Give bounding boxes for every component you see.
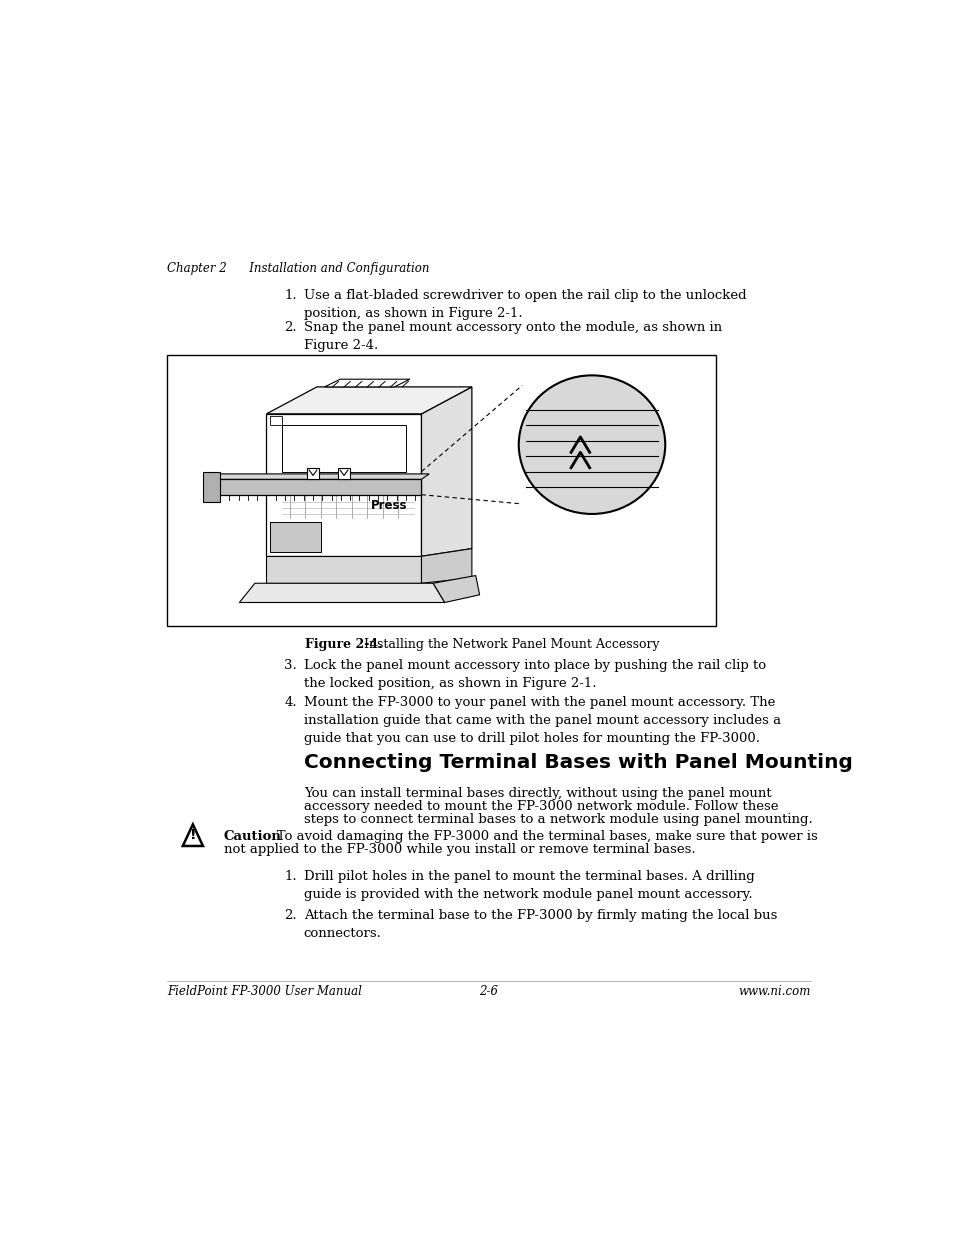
Text: Chapter 2      Installation and Configuration: Chapter 2 Installation and Configuration [167,262,430,275]
Text: Attach the terminal base to the FP-3000 by firmly mating the local bus
connector: Attach the terminal base to the FP-3000 … [303,909,777,940]
Text: !: ! [190,827,196,842]
Text: Snap the panel mount accessory onto the module, as shown in
Figure 2-4.: Snap the panel mount accessory onto the … [303,321,721,352]
Polygon shape [212,479,421,495]
Text: 2.: 2. [284,909,296,923]
Polygon shape [421,387,472,556]
Polygon shape [282,425,406,472]
Polygon shape [183,825,203,846]
Polygon shape [433,576,479,603]
Text: accessory needed to mount the FP-3000 network module. Follow these: accessory needed to mount the FP-3000 ne… [303,800,778,814]
Polygon shape [266,556,421,583]
FancyBboxPatch shape [167,354,716,626]
Text: 1.: 1. [284,871,296,883]
Polygon shape [266,414,421,556]
Ellipse shape [518,375,664,514]
Polygon shape [270,416,282,425]
Text: Lock the panel mount accessory into place by pushing the rail clip to
the locked: Lock the panel mount accessory into plac… [303,659,765,690]
Text: 3.: 3. [284,659,296,673]
Text: www.ni.com: www.ni.com [738,986,810,998]
Text: 1.: 1. [284,289,296,303]
Text: not applied to the FP-3000 while you install or remove terminal bases.: not applied to the FP-3000 while you ins… [224,842,695,856]
Text: 4.: 4. [284,697,296,709]
Text: Press: Press [371,499,407,511]
Text: Figure 2-4.: Figure 2-4. [305,638,382,651]
Polygon shape [421,548,472,583]
Text: To avoid damaging the FP-3000 and the terminal bases, make sure that power is: To avoid damaging the FP-3000 and the te… [264,830,817,842]
Text: FieldPoint FP-3000 User Manual: FieldPoint FP-3000 User Manual [167,986,362,998]
Polygon shape [270,521,320,552]
Text: Caution: Caution [224,830,281,842]
Polygon shape [266,387,472,414]
Text: Use a flat-bladed screwdriver to open the rail clip to the unlocked
position, as: Use a flat-bladed screwdriver to open th… [303,289,745,320]
Polygon shape [239,583,444,603]
Polygon shape [337,468,350,479]
Polygon shape [307,468,319,479]
Polygon shape [203,472,220,503]
Text: steps to connect terminal bases to a network module using panel mounting.: steps to connect terminal bases to a net… [303,814,812,826]
Text: You can install terminal bases directly, without using the panel mount: You can install terminal bases directly,… [303,787,771,800]
Text: Installing the Network Panel Mount Accessory: Installing the Network Panel Mount Acces… [355,638,659,651]
Text: 2.: 2. [284,321,296,335]
Text: Connecting Terminal Bases with Panel Mounting: Connecting Terminal Bases with Panel Mou… [303,753,852,772]
Polygon shape [212,474,429,479]
Polygon shape [324,379,410,387]
Text: 2-6: 2-6 [479,986,497,998]
Text: Mount the FP-3000 to your panel with the panel mount accessory. The
installation: Mount the FP-3000 to your panel with the… [303,697,780,746]
Text: Drill pilot holes in the panel to mount the terminal bases. A drilling
guide is : Drill pilot holes in the panel to mount … [303,871,754,902]
